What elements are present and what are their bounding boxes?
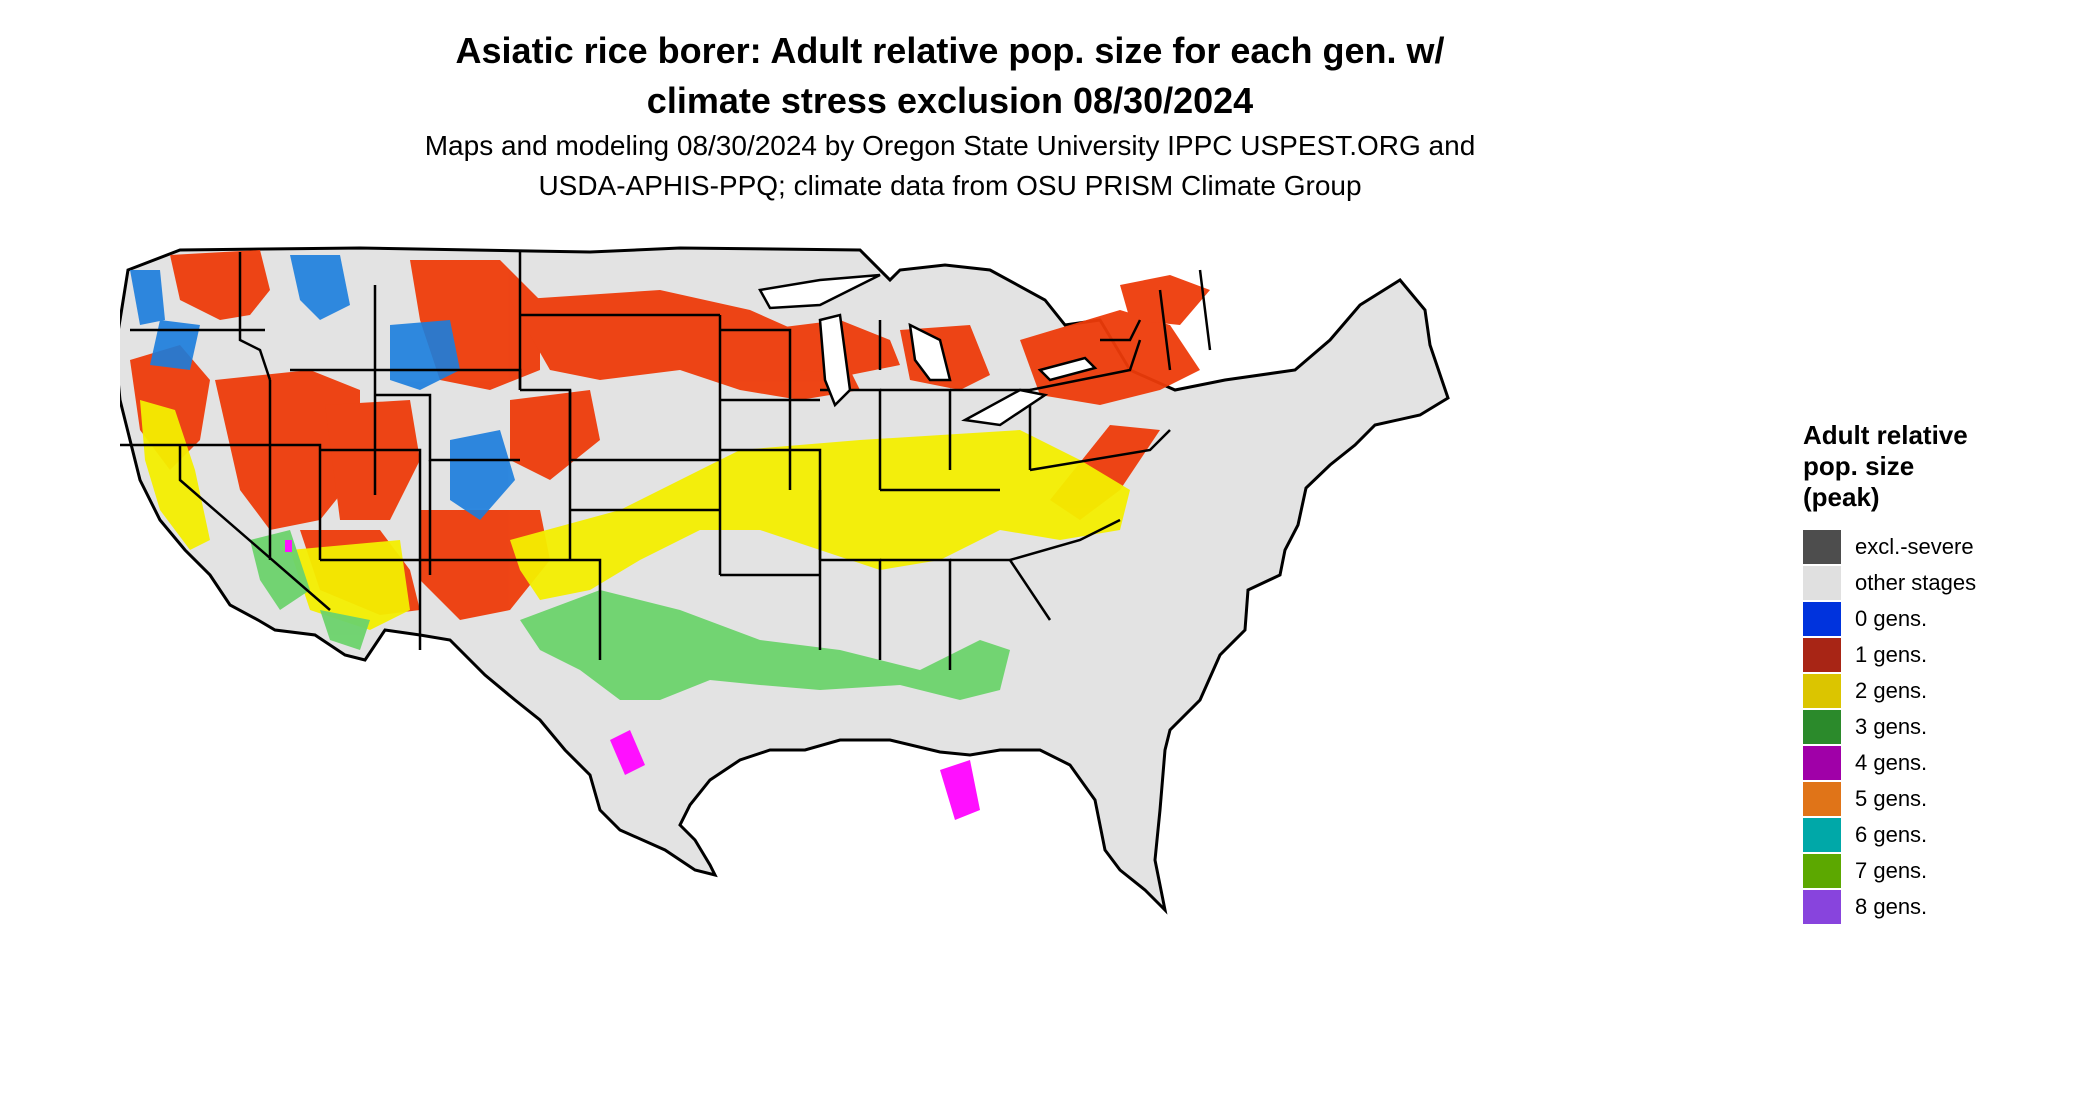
zone-4-gens: [285, 540, 980, 820]
legend-label: other stages: [1855, 570, 1977, 595]
legend-swatch: [1803, 638, 1841, 672]
legend-item: 8 gens.: [1803, 889, 2093, 925]
legend-swatch: [1803, 566, 1841, 600]
zone-0-gens: [130, 255, 515, 520]
map-title: Asiatic rice borer: Adult relative pop. …: [0, 26, 1900, 126]
legend-label: 6 gens.: [1855, 822, 1928, 847]
legend-swatch: [1803, 782, 1841, 816]
legend-items: excl.-severe other stages 0 gens. 1 gens. 2 …: [1803, 529, 2093, 925]
legend-item: other stages: [1803, 565, 2093, 601]
legend-title-line-1: Adult relative: [1803, 420, 1968, 450]
legend-item: excl.-severe: [1803, 529, 2093, 565]
us-map: [120, 246, 1450, 915]
legend-label: 2 gens.: [1855, 678, 1928, 703]
subtitle-line-2: USDA-APHIS-PPQ; climate data from OSU PR…: [538, 170, 1362, 201]
legend-label: 3 gens.: [1855, 714, 1928, 739]
legend-item: 0 gens.: [1803, 601, 2093, 637]
great-lakes: [758, 273, 1098, 427]
map-legend: Adult relative pop. size (peak) excl.-se…: [1803, 420, 2093, 925]
legend-swatch: [1803, 530, 1841, 564]
legend-swatch: [1803, 818, 1841, 852]
zone-3-gens: [250, 530, 1010, 700]
legend-item: 1 gens.: [1803, 637, 2093, 673]
legend-item: 7 gens.: [1803, 853, 2093, 889]
legend-swatch: [1803, 854, 1841, 888]
legend-item: 2 gens.: [1803, 673, 2093, 709]
legend-swatch: [1803, 602, 1841, 636]
legend-swatch: [1803, 746, 1841, 780]
legend-item: 6 gens.: [1803, 817, 2093, 853]
legend-label: 0 gens.: [1855, 606, 1928, 631]
legend-item: 3 gens.: [1803, 709, 2093, 745]
legend-swatch: [1803, 674, 1841, 708]
legend-item: 4 gens.: [1803, 745, 2093, 781]
legend-label: 1 gens.: [1855, 642, 1928, 667]
subtitle-line-1: Maps and modeling 08/30/2024 by Oregon S…: [424, 130, 1476, 161]
legend-label: 8 gens.: [1855, 894, 1928, 919]
title-line-1: Asiatic rice borer: Adult relative pop. …: [455, 30, 1445, 71]
legend-title: Adult relative pop. size (peak): [1803, 420, 2093, 513]
legend-label: 4 gens.: [1855, 750, 1928, 775]
legend-swatch: [1803, 710, 1841, 744]
legend-swatch: [1803, 890, 1841, 924]
state-borders: [120, 250, 1212, 670]
title-line-2: climate stress exclusion 08/30/2024: [646, 80, 1254, 121]
land-outline: [120, 246, 1450, 915]
legend-label: excl.-severe: [1855, 534, 1974, 559]
legend-title-line-3: (peak): [1803, 482, 1880, 512]
map-subtitle: Maps and modeling 08/30/2024 by Oregon S…: [0, 126, 1900, 206]
legend-item: 5 gens.: [1803, 781, 2093, 817]
legend-title-line-2: pop. size: [1803, 451, 1915, 481]
legend-label: 5 gens.: [1855, 786, 1928, 811]
legend-label: 7 gens.: [1855, 858, 1928, 883]
